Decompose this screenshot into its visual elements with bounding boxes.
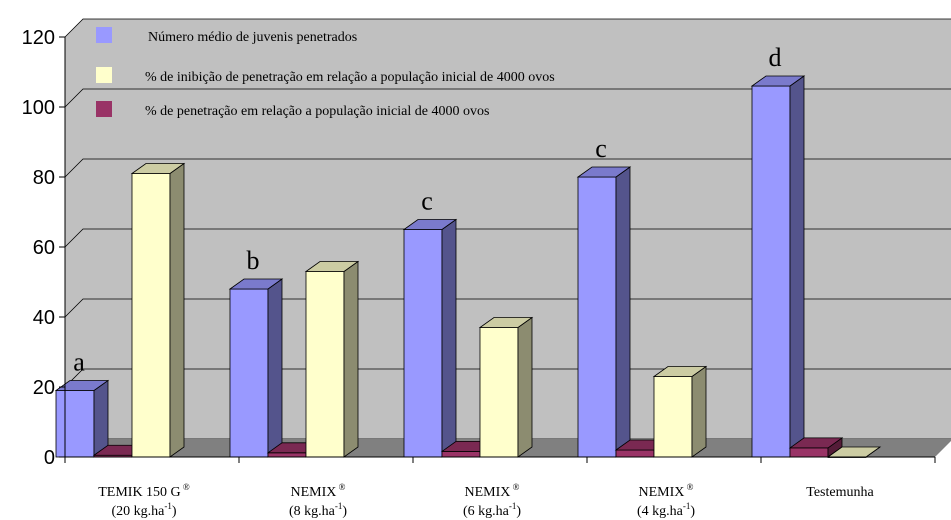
bar	[652, 365, 708, 458]
bar-front	[789, 447, 829, 458]
bar-top	[304, 261, 360, 272]
bar-front	[479, 327, 519, 458]
y-tick-label: 80	[33, 167, 55, 189]
plot-back-wall	[65, 19, 951, 457]
y-tick-label: 120	[22, 27, 55, 49]
x-tick-label: NEMIX ®	[465, 482, 520, 500]
significance-labels: a b c c d	[73, 43, 781, 377]
bar-front	[267, 452, 307, 458]
bar	[304, 260, 360, 458]
bar-front	[55, 390, 95, 458]
x-tick-label-line2: (6 kg.ha-1)	[463, 501, 521, 519]
significance-label: c	[595, 134, 607, 163]
x-tick-label: NEMIX ®	[639, 482, 694, 500]
y-tick-label: 0	[44, 447, 55, 469]
bar-top	[478, 317, 534, 328]
bar	[478, 316, 534, 458]
significance-label: a	[73, 348, 85, 377]
bar-side	[517, 316, 533, 458]
bar	[576, 166, 632, 458]
bar-top	[130, 163, 186, 174]
legend-entry: % de penetração em relação a população i…	[96, 101, 489, 119]
y-tick-labels: 0 20 40 60 80 100 120	[22, 27, 55, 469]
bar-front	[577, 176, 617, 458]
bar-side	[441, 218, 457, 458]
bar-side	[691, 365, 707, 458]
y-tick-label: 20	[33, 377, 55, 399]
bar-front	[441, 450, 481, 458]
plot-background	[65, 19, 951, 457]
gridline	[64, 18, 951, 38]
bar-front	[653, 376, 693, 458]
bar-top	[652, 366, 708, 377]
bar-top	[788, 437, 844, 449]
bars	[54, 75, 882, 458]
bar	[402, 218, 458, 458]
legend: Número médio de juvenis penetrados % de i…	[96, 27, 555, 119]
legend-swatch	[96, 27, 112, 43]
x-tick-labels: TEMIK 150 G ®(20 kg.ha-1)NEMIX ®(8 kg.ha…	[98, 482, 874, 519]
bar	[228, 278, 284, 458]
bar	[54, 379, 110, 458]
bar-top	[228, 278, 284, 290]
x-tick-label: NEMIX ®	[291, 482, 346, 500]
bar-top	[576, 166, 632, 178]
bar-front	[403, 229, 443, 458]
bar-top	[750, 75, 806, 87]
bar-front	[305, 271, 345, 458]
bar-top	[402, 219, 458, 230]
bar-side	[615, 166, 631, 458]
significance-label: b	[247, 246, 260, 275]
y-tick-label: 40	[33, 307, 55, 329]
legend-swatch	[96, 67, 112, 83]
legend-label: % de inibição de penetração em relação a…	[145, 70, 555, 85]
y-tick-label: 100	[22, 97, 55, 119]
gridline	[64, 158, 951, 178]
bar-front	[229, 288, 269, 458]
bar-side	[93, 379, 109, 458]
y-tick-label: 60	[33, 237, 55, 259]
gridline	[64, 228, 951, 248]
x-tick-label-line2: (4 kg.ha-1)	[637, 501, 695, 519]
significance-label: d	[769, 43, 782, 72]
bar-side	[267, 278, 283, 458]
legend-label: Número médio de juvenis penetrados	[148, 30, 357, 45]
legend-label: % de penetração em relação a população i…	[145, 104, 489, 119]
bar	[750, 75, 806, 458]
bar-front	[131, 173, 171, 458]
bar-side	[343, 260, 359, 458]
x-tick-label: Testemunha	[806, 485, 874, 500]
bar-side	[169, 162, 185, 458]
gridline	[64, 88, 951, 108]
gridline	[64, 298, 951, 318]
bar	[788, 437, 844, 458]
significance-label: c	[421, 187, 433, 216]
bar-side	[789, 75, 805, 458]
axes	[59, 36, 936, 463]
bar-front	[615, 449, 655, 458]
x-tick-label-line2: (20 kg.ha-1)	[111, 501, 176, 519]
bar-front	[751, 85, 791, 458]
x-tick-label: TEMIK 150 G ®	[98, 482, 190, 500]
bar	[130, 162, 186, 458]
legend-entry: Número médio de juvenis penetrados	[96, 27, 357, 45]
legend-swatch	[96, 101, 112, 117]
x-tick-label-line2: (8 kg.ha-1)	[289, 501, 347, 519]
legend-entry: % de inibição de penetração em relação a…	[96, 67, 555, 85]
